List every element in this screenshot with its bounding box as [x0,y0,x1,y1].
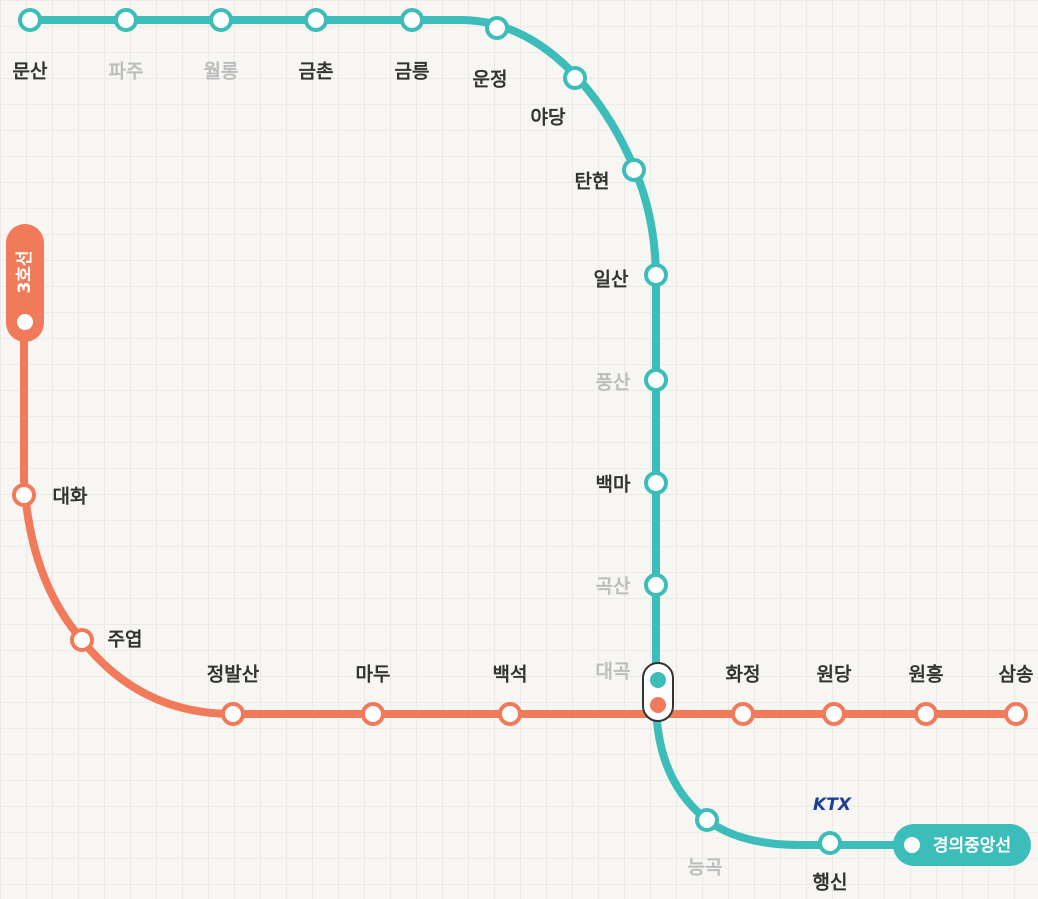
station-label: 월롱 [204,61,239,83]
station-label: 화정 [726,664,761,686]
station-label: 백마 [596,474,631,496]
line3-badge-dot [17,314,33,330]
station [563,66,587,90]
station-label: 파주 [109,61,144,83]
station-label: 문산 [13,61,48,83]
station [622,158,646,182]
station [914,702,938,726]
station-label: 야당 [531,107,566,129]
station-label: 금촌 [299,61,334,83]
transfer-dot-orange [650,697,666,713]
gyeongui-line [26,16,909,849]
station [221,702,245,726]
transfer-dot-green [650,672,666,688]
station [485,16,509,40]
station [822,702,846,726]
station-label: 주엽 [108,629,143,651]
station-label: 탄현 [575,171,610,193]
station [400,8,424,32]
gyeongui-badge-dot [904,837,920,853]
station-label: 마두 [356,664,391,686]
station [731,702,755,726]
station [114,8,138,32]
station [12,483,36,507]
station-label: 정발산 [207,664,260,686]
station-label: 대화 [53,486,88,508]
station [695,808,719,832]
ktx-logo: KTX [813,795,852,815]
station [644,368,668,392]
gyeongui-label: 경의중앙선 [933,836,1011,856]
station-label: 원흥 [909,663,944,686]
station-label: 금릉 [395,61,430,83]
station-label: 운정 [473,69,508,91]
station-label: 백석 [493,664,528,686]
station [209,8,233,32]
station-label: 풍산 [596,372,631,394]
station-label: 대곡 [596,661,631,683]
station-label: 일산 [594,269,629,291]
station [1004,702,1028,726]
station [304,8,328,32]
station [644,573,668,597]
station [361,702,385,726]
station [18,8,42,32]
station-label: 원당 [817,664,852,686]
station-label: 능곡 [688,857,723,879]
gyeongui-badge [893,824,1031,866]
station [498,702,522,726]
station [644,263,668,287]
line3-badge [6,224,44,342]
line3 [20,316,1020,718]
station [818,831,842,855]
station [70,628,94,652]
station [644,471,668,495]
station-label: 삼송 [999,664,1034,686]
station-label: 행신 [813,872,848,894]
station-label: 곡산 [596,576,631,598]
line3-label: 3호선 [15,250,35,293]
